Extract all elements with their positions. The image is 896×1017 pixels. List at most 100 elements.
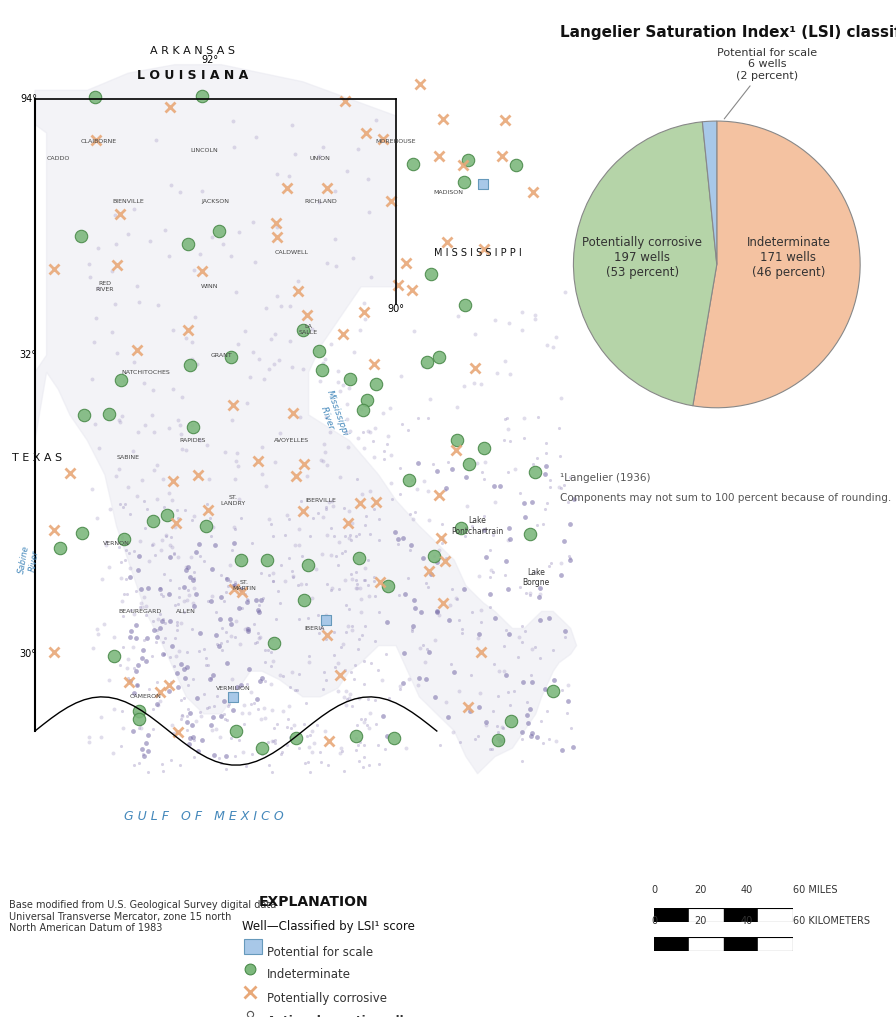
Point — [536, 735, 550, 752]
Point — [430, 604, 444, 620]
Point — [270, 219, 284, 235]
Point — [528, 310, 542, 326]
Point — [357, 572, 371, 588]
Point — [314, 620, 329, 637]
Point — [107, 629, 121, 645]
Point — [380, 728, 394, 744]
Point — [478, 717, 493, 733]
Point — [517, 429, 531, 445]
Point — [219, 570, 233, 586]
Point — [88, 416, 102, 432]
Point — [323, 337, 338, 353]
Point — [541, 731, 556, 747]
Point — [438, 479, 452, 495]
Point — [170, 596, 185, 612]
Point — [129, 584, 143, 600]
Point — [280, 507, 294, 524]
Point — [207, 746, 221, 763]
Point — [254, 565, 268, 582]
Point — [273, 745, 288, 762]
Point — [432, 546, 446, 562]
Point — [435, 535, 450, 551]
Point — [224, 411, 238, 427]
Point — [349, 564, 363, 581]
Point — [324, 580, 339, 596]
Point — [180, 722, 194, 738]
Point — [134, 717, 148, 733]
Point — [264, 517, 279, 533]
Point — [366, 433, 380, 450]
Point — [283, 334, 297, 350]
Point — [368, 376, 383, 393]
Point — [410, 410, 425, 426]
Point — [497, 431, 512, 447]
Point — [319, 499, 333, 516]
Point — [82, 270, 97, 286]
Point — [297, 322, 311, 339]
Point — [283, 679, 297, 696]
Point — [145, 382, 159, 399]
Point — [167, 545, 181, 561]
Point — [167, 546, 181, 562]
Point — [120, 586, 134, 602]
Point — [491, 687, 505, 704]
Point — [145, 648, 159, 664]
Point — [253, 351, 267, 367]
Point — [182, 587, 196, 603]
Text: 30°: 30° — [20, 649, 37, 659]
Point — [193, 624, 207, 641]
Point — [90, 510, 104, 526]
Text: Active domestic well: Active domestic well — [267, 1015, 403, 1017]
Point — [232, 549, 246, 565]
Point — [241, 592, 255, 608]
Point — [310, 607, 324, 623]
Point — [246, 214, 261, 230]
Point — [268, 454, 282, 470]
Point — [190, 691, 204, 707]
Point — [301, 755, 315, 771]
Point — [276, 703, 290, 719]
Text: 60 MILES: 60 MILES — [793, 885, 838, 895]
Point — [134, 741, 149, 758]
Point — [341, 618, 356, 635]
Point — [409, 481, 424, 497]
Point — [332, 382, 347, 399]
Point — [262, 361, 276, 377]
Point — [210, 636, 224, 652]
Point — [288, 537, 302, 553]
Text: 92°: 92° — [201, 55, 219, 65]
Point — [113, 495, 127, 512]
Point — [358, 507, 373, 524]
Point — [220, 624, 234, 641]
Point — [75, 525, 90, 541]
Point — [82, 733, 96, 750]
Point — [375, 708, 390, 724]
Point — [284, 562, 298, 579]
Point — [314, 362, 329, 378]
Text: SABINE: SABINE — [116, 456, 140, 460]
Point — [112, 412, 126, 428]
Point — [404, 623, 418, 640]
Point — [266, 529, 280, 545]
Point — [52, 540, 66, 556]
Point — [404, 537, 418, 553]
Point — [378, 741, 392, 758]
Point — [115, 593, 129, 609]
Point — [153, 580, 168, 596]
Point — [383, 401, 398, 417]
Point — [267, 720, 281, 736]
Point — [363, 705, 377, 721]
Point — [297, 324, 312, 341]
Point — [178, 558, 193, 575]
Point — [525, 724, 539, 740]
Point — [335, 743, 349, 760]
Point — [533, 611, 547, 627]
Point — [210, 626, 224, 643]
Text: ST.
LANDRY: ST. LANDRY — [220, 495, 246, 505]
Point — [244, 696, 258, 712]
Point — [136, 493, 151, 510]
Point — [486, 563, 500, 580]
Point — [223, 611, 237, 627]
Point — [246, 616, 261, 633]
Point — [163, 649, 177, 665]
